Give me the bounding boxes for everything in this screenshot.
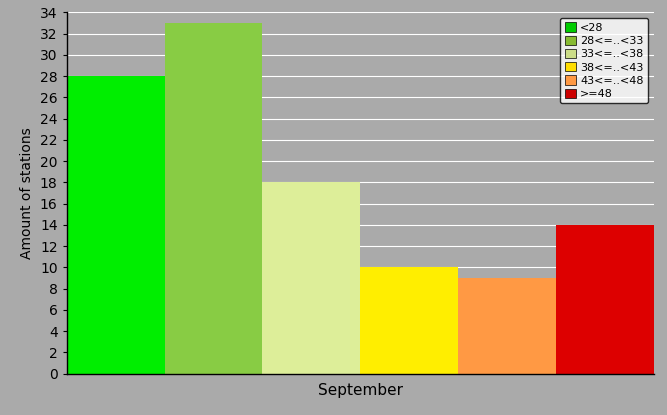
Bar xyxy=(458,278,556,374)
Legend: <28, 28<=..<33, 33<=..<38, 38<=..<43, 43<=..<48, >=48: <28, 28<=..<33, 33<=..<38, 38<=..<43, 43… xyxy=(560,18,648,103)
Bar xyxy=(262,182,360,374)
Bar xyxy=(360,267,458,374)
Y-axis label: Amount of stations: Amount of stations xyxy=(21,127,35,259)
Bar xyxy=(67,76,165,374)
Bar xyxy=(556,225,654,374)
Bar xyxy=(165,23,262,374)
